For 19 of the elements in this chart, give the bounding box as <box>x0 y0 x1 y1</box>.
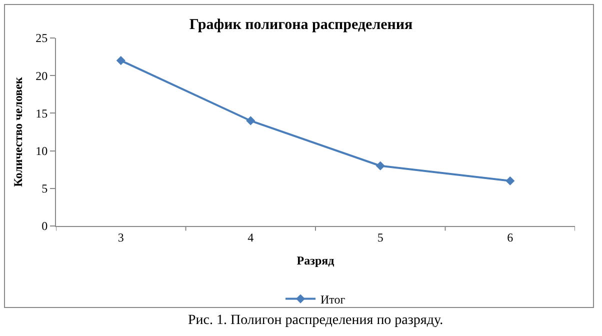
legend-label: Итог <box>320 292 346 306</box>
x-tick-label: 3 <box>118 230 124 244</box>
y-tick-label: 20 <box>36 68 48 83</box>
x-tick-label: 6 <box>507 230 514 244</box>
x-tick-label: 5 <box>377 230 384 244</box>
point <box>116 56 126 66</box>
y-tick-label: 10 <box>36 144 48 158</box>
x-tick-label: 4 <box>248 230 254 244</box>
y-tick-label: 15 <box>36 106 48 120</box>
y-tick-label: 5 <box>42 182 48 196</box>
y-tick-label: 0 <box>42 219 48 234</box>
text: Рис. 1. Полигон распределения по разряду. <box>188 313 444 328</box>
x-axis-title: Разряд <box>296 253 334 268</box>
point <box>246 116 256 126</box>
point <box>506 176 515 186</box>
y-axis-title: Количество человек <box>10 77 25 187</box>
point <box>376 161 385 170</box>
y-tick-label: 25 <box>36 31 48 46</box>
chart-title: График полигона распределения <box>189 16 413 33</box>
